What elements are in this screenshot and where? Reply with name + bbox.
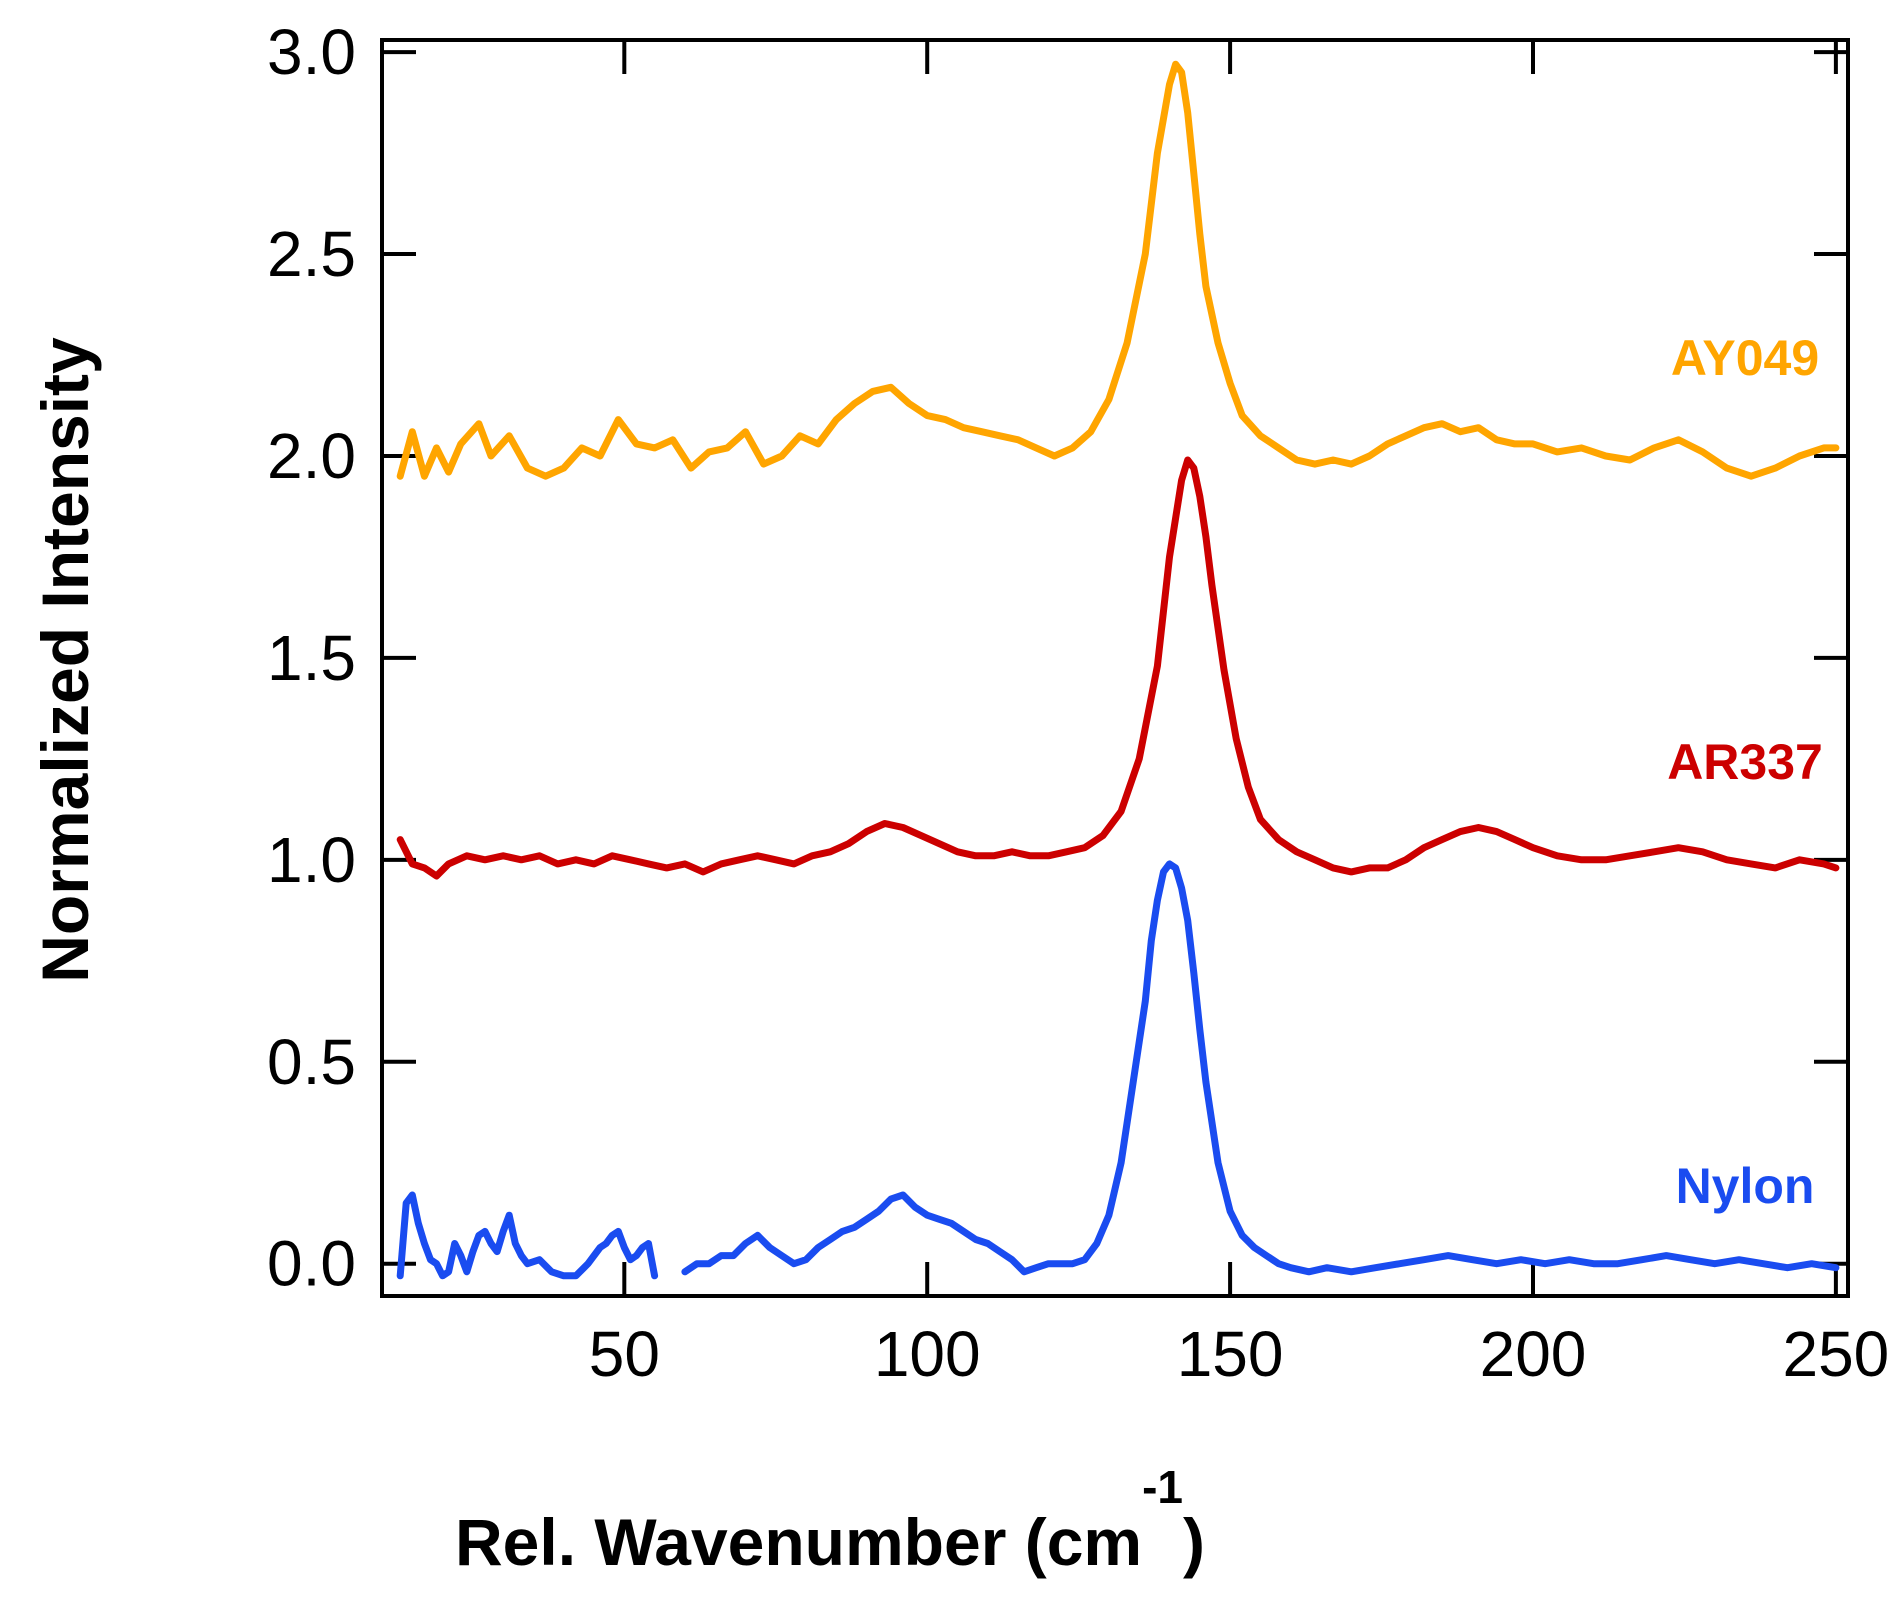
y-axis-title: Normalized Intensity xyxy=(28,337,102,983)
x-axis-title-main: Rel. Wavenumber (cm xyxy=(455,1505,1142,1579)
y-tick-label: 3.0 xyxy=(267,16,356,88)
labels-layer: AY049 AR337 Nylon xyxy=(1667,330,1823,1214)
y-tick-label: 0.5 xyxy=(267,1026,356,1098)
series-layer xyxy=(396,60,1840,1280)
y-tick-label: 1.0 xyxy=(267,824,356,896)
y-tick-label: 2.0 xyxy=(267,420,356,492)
x-tick-label: 100 xyxy=(874,1318,981,1390)
y-tick-label: 1.5 xyxy=(267,622,356,694)
y-tick-label: 2.5 xyxy=(267,218,356,290)
y-tick-label: 0.0 xyxy=(267,1228,356,1300)
x-axis-title-suffix: ) xyxy=(1183,1505,1205,1579)
x-axis-title-superscript: -1 xyxy=(1142,1461,1183,1513)
plot-area xyxy=(380,38,1850,1298)
x-tick-label: 250 xyxy=(1782,1318,1889,1390)
series-line-ay049 xyxy=(396,60,1840,480)
plot-frame xyxy=(380,38,1850,1298)
x-tick-label: 150 xyxy=(1177,1318,1284,1390)
series-label-ay049: AY049 xyxy=(1671,330,1819,386)
series-line-ar337 xyxy=(396,456,1840,880)
x-tick-label: 200 xyxy=(1480,1318,1587,1390)
series-label-ar337: AR337 xyxy=(1667,734,1823,790)
series-line-nylon xyxy=(396,860,1840,1280)
axis-ticks: 0.0 0.5 1.0 1.5 2.0 2.5 3.0 50 100 150 200 250 xyxy=(267,16,1889,1390)
x-axis-title: Rel. Wavenumber (cm-1) xyxy=(455,1461,1205,1579)
x-tick-label: 50 xyxy=(589,1318,660,1390)
series-label-nylon: Nylon xyxy=(1676,1158,1815,1214)
